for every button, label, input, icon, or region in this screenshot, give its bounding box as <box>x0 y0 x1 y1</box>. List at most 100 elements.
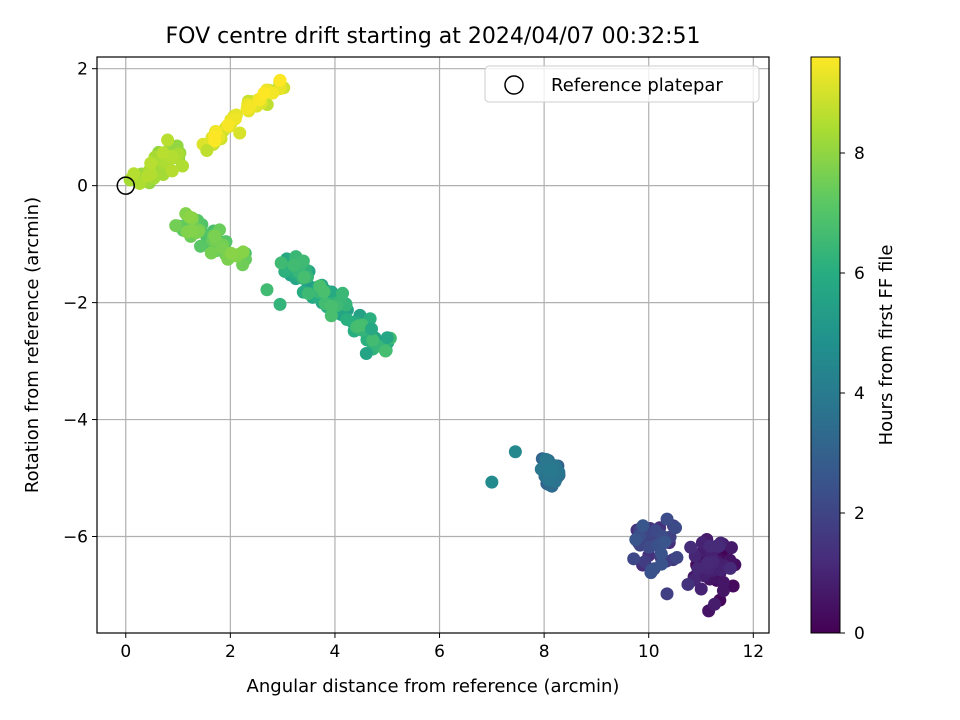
data-point <box>684 540 698 554</box>
data-point <box>340 312 354 326</box>
grid-lines <box>97 57 769 633</box>
plot-area-frame <box>96 56 770 634</box>
legend-reference-label: Reference platepar <box>551 75 723 96</box>
data-point <box>669 521 683 535</box>
chart-title: FOV centre drift starting at 2024/04/07 … <box>166 24 701 49</box>
data-point <box>636 519 650 533</box>
data-point <box>194 239 208 253</box>
data-point <box>708 597 722 611</box>
data-point <box>224 246 238 260</box>
data-point <box>257 86 271 100</box>
data-point <box>724 541 738 555</box>
scatter-points <box>116 73 742 618</box>
y-tick-label: −2 <box>63 294 88 314</box>
data-point <box>660 587 674 601</box>
data-point <box>670 551 684 565</box>
data-point <box>660 512 674 526</box>
colorbar-ticks: 0 2 4 6 8 <box>840 144 865 644</box>
data-point <box>200 144 214 158</box>
data-point <box>208 130 222 144</box>
data-point <box>654 557 668 571</box>
data-point <box>127 167 141 181</box>
data-point <box>543 462 557 476</box>
data-point <box>644 563 658 577</box>
data-point <box>141 169 155 183</box>
data-point <box>133 176 147 190</box>
data-point <box>541 473 555 487</box>
data-point <box>694 582 708 596</box>
x-axis-label: Angular distance from reference (arcmin) <box>247 676 620 697</box>
legend: Reference platepar <box>484 65 760 103</box>
data-point <box>352 319 366 333</box>
x-tick-label: 4 <box>330 642 341 662</box>
y-axis-ticks: 2 0 −2 −4 −6 <box>63 60 97 548</box>
y-tick-label: 2 <box>77 60 88 80</box>
data-point <box>243 100 257 114</box>
y-tick-label: −4 <box>63 411 88 431</box>
data-point <box>156 146 170 160</box>
data-point <box>161 133 175 147</box>
colorbar <box>810 56 841 634</box>
data-point <box>723 561 737 575</box>
data-point <box>627 552 641 566</box>
data-point <box>317 285 331 299</box>
data-point <box>185 224 199 238</box>
x-tick-label: 2 <box>225 642 236 662</box>
x-tick-label: 10 <box>638 642 660 662</box>
data-point <box>508 445 522 459</box>
data-point <box>336 286 350 300</box>
data-point <box>365 322 379 336</box>
data-point <box>233 126 247 140</box>
x-axis-ticks: 0 2 4 6 8 10 12 <box>120 633 764 662</box>
data-point <box>175 159 189 173</box>
x-tick-label: 8 <box>539 642 550 662</box>
data-point <box>287 258 301 272</box>
y-tick-label: 0 <box>77 177 88 197</box>
data-point <box>182 210 196 224</box>
data-point <box>726 579 740 593</box>
colorbar-label: Hours from first FF file <box>876 245 897 446</box>
reference-platepar-marker <box>116 176 136 195</box>
data-point <box>691 562 705 576</box>
data-point <box>359 346 373 360</box>
colorbar-tick-label: 4 <box>854 384 865 404</box>
data-point <box>236 245 250 259</box>
data-point <box>701 556 715 570</box>
data-point <box>658 535 672 549</box>
data-point <box>712 539 726 553</box>
data-point <box>165 164 179 178</box>
x-tick-label: 6 <box>434 642 445 662</box>
data-point <box>629 533 643 547</box>
data-point <box>260 283 274 297</box>
data-point <box>379 344 393 358</box>
data-point <box>654 547 668 561</box>
data-point <box>301 287 315 301</box>
data-point <box>324 309 338 323</box>
y-axis-label: Rotation from reference (arcmin) <box>22 197 43 493</box>
colorbar-tick-label: 2 <box>854 504 865 524</box>
data-point <box>366 333 380 347</box>
data-point <box>274 256 288 270</box>
data-point <box>169 219 183 233</box>
colorbar-tick-label: 8 <box>854 144 865 164</box>
legend-box <box>484 65 760 103</box>
x-tick-label: 12 <box>742 642 764 662</box>
data-point <box>208 229 222 243</box>
data-point <box>273 297 287 311</box>
data-point <box>204 246 218 260</box>
data-point <box>681 577 695 591</box>
data-point <box>485 475 499 489</box>
colorbar-tick-label: 0 <box>854 624 865 644</box>
data-point <box>324 299 338 313</box>
data-point <box>273 73 287 87</box>
data-point <box>716 575 730 589</box>
data-point <box>380 331 394 345</box>
colorbar-tick-label: 6 <box>854 264 865 284</box>
data-point <box>144 156 158 170</box>
data-point <box>221 118 235 132</box>
legend-reference-marker <box>504 75 524 95</box>
y-tick-label: −6 <box>63 528 88 548</box>
x-tick-label: 0 <box>120 642 131 662</box>
data-point <box>297 270 311 284</box>
